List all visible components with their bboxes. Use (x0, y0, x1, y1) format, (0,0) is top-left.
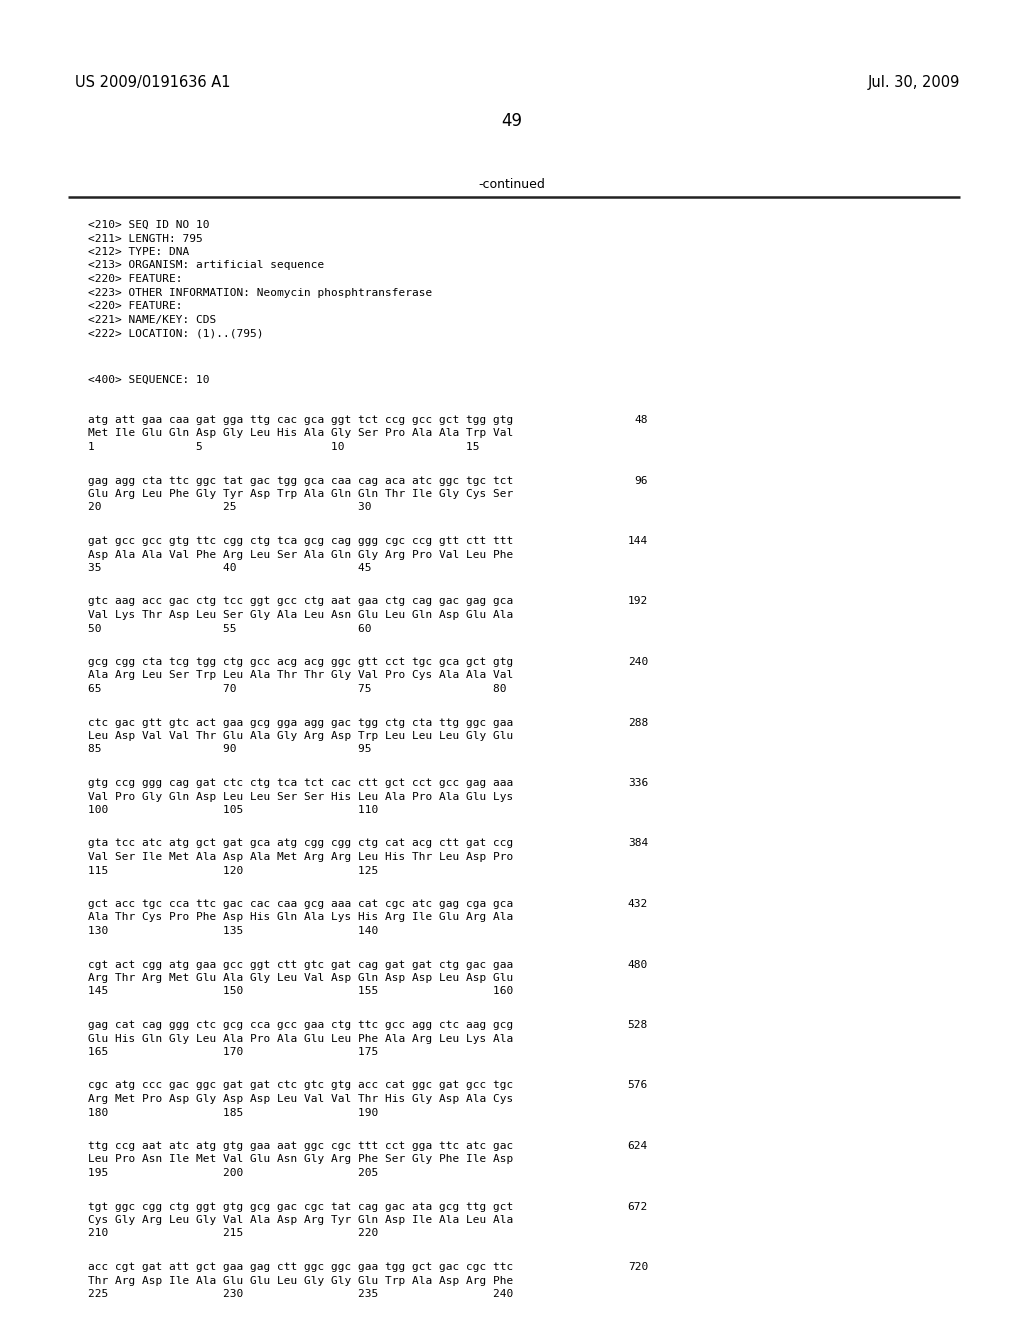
Text: Met Ile Glu Gln Asp Gly Leu His Ala Gly Ser Pro Ala Ala Trp Val: Met Ile Glu Gln Asp Gly Leu His Ala Gly … (88, 429, 513, 438)
Text: 115                 120                 125: 115 120 125 (88, 866, 378, 875)
Text: ttg ccg aat atc atg gtg gaa aat ggc cgc ttt cct gga ttc atc gac: ttg ccg aat atc atg gtg gaa aat ggc cgc … (88, 1140, 513, 1151)
Text: 384: 384 (628, 838, 648, 849)
Text: Ala Arg Leu Ser Trp Leu Ala Thr Thr Gly Val Pro Cys Ala Ala Val: Ala Arg Leu Ser Trp Leu Ala Thr Thr Gly … (88, 671, 513, 681)
Text: Thr Arg Asp Ile Ala Glu Glu Leu Gly Gly Glu Trp Ala Asp Arg Phe: Thr Arg Asp Ile Ala Glu Glu Leu Gly Gly … (88, 1275, 513, 1286)
Text: 225                 230                 235                 240: 225 230 235 240 (88, 1290, 513, 1299)
Text: <400> SEQUENCE: 10: <400> SEQUENCE: 10 (88, 375, 210, 385)
Text: 432: 432 (628, 899, 648, 909)
Text: 480: 480 (628, 960, 648, 969)
Text: 145                 150                 155                 160: 145 150 155 160 (88, 986, 513, 997)
Text: Val Pro Gly Gln Asp Leu Leu Ser Ser His Leu Ala Pro Ala Glu Lys: Val Pro Gly Gln Asp Leu Leu Ser Ser His … (88, 792, 513, 801)
Text: <220> FEATURE:: <220> FEATURE: (88, 275, 182, 284)
Text: Arg Thr Arg Met Glu Ala Gly Leu Val Asp Gln Asp Asp Leu Asp Glu: Arg Thr Arg Met Glu Ala Gly Leu Val Asp … (88, 973, 513, 983)
Text: 720: 720 (628, 1262, 648, 1272)
Text: 20                  25                  30: 20 25 30 (88, 503, 372, 512)
Text: <223> OTHER INFORMATION: Neomycin phosphtransferase: <223> OTHER INFORMATION: Neomycin phosph… (88, 288, 432, 297)
Text: tgt ggc cgg ctg ggt gtg gcg gac cgc tat cag gac ata gcg ttg gct: tgt ggc cgg ctg ggt gtg gcg gac cgc tat … (88, 1201, 513, 1212)
Text: 130                 135                 140: 130 135 140 (88, 927, 378, 936)
Text: Leu Pro Asn Ile Met Val Glu Asn Gly Arg Phe Ser Gly Phe Ile Asp: Leu Pro Asn Ile Met Val Glu Asn Gly Arg … (88, 1155, 513, 1164)
Text: <212> TYPE: DNA: <212> TYPE: DNA (88, 247, 189, 257)
Text: Arg Met Pro Asp Gly Asp Asp Leu Val Val Thr His Gly Asp Ala Cys: Arg Met Pro Asp Gly Asp Asp Leu Val Val … (88, 1094, 513, 1104)
Text: 144: 144 (628, 536, 648, 546)
Text: cgt act cgg atg gaa gcc ggt ctt gtc gat cag gat gat ctg gac gaa: cgt act cgg atg gaa gcc ggt ctt gtc gat … (88, 960, 513, 969)
Text: 672: 672 (628, 1201, 648, 1212)
Text: gcg cgg cta tcg tgg ctg gcc acg acg ggc gtt cct tgc gca gct gtg: gcg cgg cta tcg tgg ctg gcc acg acg ggc … (88, 657, 513, 667)
Text: US 2009/0191636 A1: US 2009/0191636 A1 (75, 75, 230, 90)
Text: <211> LENGTH: 795: <211> LENGTH: 795 (88, 234, 203, 243)
Text: 48: 48 (635, 414, 648, 425)
Text: Val Ser Ile Met Ala Asp Ala Met Arg Arg Leu His Thr Leu Asp Pro: Val Ser Ile Met Ala Asp Ala Met Arg Arg … (88, 851, 513, 862)
Text: <210> SEQ ID NO 10: <210> SEQ ID NO 10 (88, 220, 210, 230)
Text: 1               5                   10                  15: 1 5 10 15 (88, 442, 479, 451)
Text: 528: 528 (628, 1020, 648, 1030)
Text: 49: 49 (502, 112, 522, 129)
Text: Glu His Gln Gly Leu Ala Pro Ala Glu Leu Phe Ala Arg Leu Lys Ala: Glu His Gln Gly Leu Ala Pro Ala Glu Leu … (88, 1034, 513, 1044)
Text: 180                 185                 190: 180 185 190 (88, 1107, 378, 1118)
Text: Cys Gly Arg Leu Gly Val Ala Asp Arg Tyr Gln Asp Ile Ala Leu Ala: Cys Gly Arg Leu Gly Val Ala Asp Arg Tyr … (88, 1214, 513, 1225)
Text: <213> ORGANISM: artificial sequence: <213> ORGANISM: artificial sequence (88, 260, 325, 271)
Text: Val Lys Thr Asp Leu Ser Gly Ala Leu Asn Glu Leu Gln Asp Glu Ala: Val Lys Thr Asp Leu Ser Gly Ala Leu Asn … (88, 610, 513, 620)
Text: gat gcc gcc gtg ttc cgg ctg tca gcg cag ggg cgc ccg gtt ctt ttt: gat gcc gcc gtg ttc cgg ctg tca gcg cag … (88, 536, 513, 546)
Text: 576: 576 (628, 1081, 648, 1090)
Text: gtg ccg ggg cag gat ctc ctg tca tct cac ctt gct cct gcc gag aaa: gtg ccg ggg cag gat ctc ctg tca tct cac … (88, 777, 513, 788)
Text: gct acc tgc cca ttc gac cac caa gcg aaa cat cgc atc gag cga gca: gct acc tgc cca ttc gac cac caa gcg aaa … (88, 899, 513, 909)
Text: 100                 105                 110: 100 105 110 (88, 805, 378, 814)
Text: 165                 170                 175: 165 170 175 (88, 1047, 378, 1057)
Text: Ala Thr Cys Pro Phe Asp His Gln Ala Lys His Arg Ile Glu Arg Ala: Ala Thr Cys Pro Phe Asp His Gln Ala Lys … (88, 912, 513, 923)
Text: 50                  55                  60: 50 55 60 (88, 623, 372, 634)
Text: 96: 96 (635, 475, 648, 486)
Text: 240: 240 (628, 657, 648, 667)
Text: gtc aag acc gac ctg tcc ggt gcc ctg aat gaa ctg cag gac gag gca: gtc aag acc gac ctg tcc ggt gcc ctg aat … (88, 597, 513, 606)
Text: Asp Ala Ala Val Phe Arg Leu Ser Ala Gln Gly Arg Pro Val Leu Phe: Asp Ala Ala Val Phe Arg Leu Ser Ala Gln … (88, 549, 513, 560)
Text: 288: 288 (628, 718, 648, 727)
Text: <221> NAME/KEY: CDS: <221> NAME/KEY: CDS (88, 314, 216, 325)
Text: 192: 192 (628, 597, 648, 606)
Text: gag cat cag ggg ctc gcg cca gcc gaa ctg ttc gcc agg ctc aag gcg: gag cat cag ggg ctc gcg cca gcc gaa ctg … (88, 1020, 513, 1030)
Text: <222> LOCATION: (1)..(795): <222> LOCATION: (1)..(795) (88, 327, 263, 338)
Text: gag agg cta ttc ggc tat gac tgg gca caa cag aca atc ggc tgc tct: gag agg cta ttc ggc tat gac tgg gca caa … (88, 475, 513, 486)
Text: ctc gac gtt gtc act gaa gcg gga agg gac tgg ctg cta ttg ggc gaa: ctc gac gtt gtc act gaa gcg gga agg gac … (88, 718, 513, 727)
Text: 336: 336 (628, 777, 648, 788)
Text: gta tcc atc atg gct gat gca atg cgg cgg ctg cat acg ctt gat ccg: gta tcc atc atg gct gat gca atg cgg cgg … (88, 838, 513, 849)
Text: -continued: -continued (478, 178, 546, 191)
Text: cgc atg ccc gac ggc gat gat ctc gtc gtg acc cat ggc gat gcc tgc: cgc atg ccc gac ggc gat gat ctc gtc gtg … (88, 1081, 513, 1090)
Text: 65                  70                  75                  80: 65 70 75 80 (88, 684, 507, 694)
Text: 35                  40                  45: 35 40 45 (88, 564, 372, 573)
Text: Leu Asp Val Val Thr Glu Ala Gly Arg Asp Trp Leu Leu Leu Gly Glu: Leu Asp Val Val Thr Glu Ala Gly Arg Asp … (88, 731, 513, 741)
Text: 85                  90                  95: 85 90 95 (88, 744, 372, 755)
Text: 195                 200                 205: 195 200 205 (88, 1168, 378, 1177)
Text: atg att gaa caa gat gga ttg cac gca ggt tct ccg gcc gct tgg gtg: atg att gaa caa gat gga ttg cac gca ggt … (88, 414, 513, 425)
Text: <220> FEATURE:: <220> FEATURE: (88, 301, 182, 312)
Text: 210                 215                 220: 210 215 220 (88, 1229, 378, 1238)
Text: Glu Arg Leu Phe Gly Tyr Asp Trp Ala Gln Gln Thr Ile Gly Cys Ser: Glu Arg Leu Phe Gly Tyr Asp Trp Ala Gln … (88, 488, 513, 499)
Text: acc cgt gat att gct gaa gag ctt ggc ggc gaa tgg gct gac cgc ttc: acc cgt gat att gct gaa gag ctt ggc ggc … (88, 1262, 513, 1272)
Text: Jul. 30, 2009: Jul. 30, 2009 (867, 75, 961, 90)
Text: 624: 624 (628, 1140, 648, 1151)
